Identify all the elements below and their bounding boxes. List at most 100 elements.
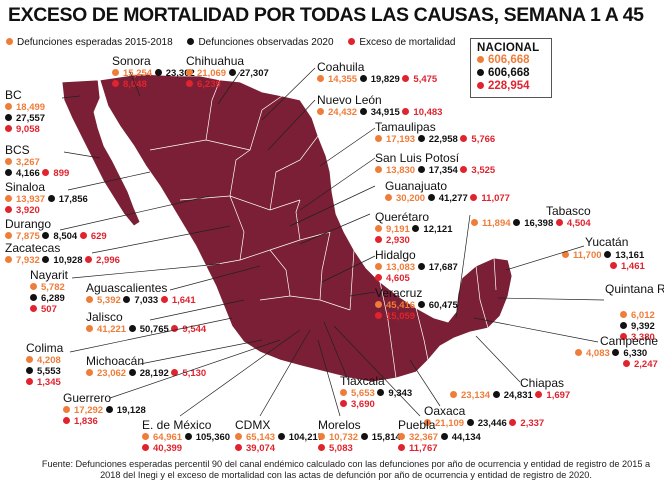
expected-value: 65,143 [246,432,276,443]
excess-value: 6,239 [197,79,221,90]
legend: Defunciones esperadas 2015-2018 Defuncio… [6,37,468,48]
expected-value: 21,069 [197,68,227,79]
red-dot-icon [402,75,410,82]
red-dot-icon [26,378,33,385]
expected-value: 15,254 [123,68,153,79]
orange-dot-icon [575,349,582,356]
national-box: NACIONAL 606,668 606,668 228,954 [470,38,552,98]
excess-value: 10,483 [413,107,443,118]
state-name: Michoacán [86,354,145,368]
legend-excess-label: Exceso de mortalidad [359,37,456,48]
observed-value: 5,553 [37,366,61,377]
legend-observed: Defunciones observadas 2020 [187,37,334,48]
black-dot-icon [42,232,50,239]
state-yucatan-values: 11,700 13,161 1,461 [562,250,645,272]
observed-value: 9,343 [388,388,413,399]
national-label: NACIONAL [477,42,540,54]
orange-dot-icon [398,433,405,440]
red-dot-icon [477,82,484,89]
observed-value: 60,475 [428,300,458,311]
state-quintana-roo-values: 6,012 9,392 3,380 [620,310,655,343]
orange-dot-icon [317,75,324,82]
expected-value: 10,732 [329,432,359,443]
expected-value: 21,109 [435,418,465,429]
black-dot-icon [513,219,521,226]
state-name: Tlaxcala [340,374,385,388]
observed-value: 27,557 [16,113,46,124]
expected-value: 13,830 [386,165,416,176]
excess-value: 2,930 [386,235,410,246]
observed-value: 19,128 [116,405,146,416]
expected-value: 45,416 [386,300,416,311]
state-tabasco: Tabasco 11,894 16,398 4,504 [471,204,591,229]
expected-value: 3,267 [16,157,40,168]
red-dot-icon [171,325,179,332]
expected-value: 23,134 [461,390,491,401]
red-dot-icon [79,232,87,239]
observed-value: 15,814 [371,432,401,443]
state-name: Puebla [398,418,436,432]
excess-value: 507 [41,304,57,315]
state-name: Aguascalientes [86,281,168,295]
black-dot-icon [184,433,192,440]
observed-value: 50,765 [139,324,169,335]
excess-value: 3,525 [471,165,496,176]
black-dot-icon [128,369,136,376]
state-michoacan: Michoacán 23,062 28,192 5,130 [86,354,206,379]
excess-value: 2,996 [96,255,120,266]
observed-value: 22,958 [428,134,458,145]
orange-dot-icon [318,433,325,440]
black-dot-icon [359,108,367,115]
observed-value: 27,307 [239,68,269,79]
orange-dot-icon [5,195,12,202]
black-dot-icon [154,69,162,76]
state-guerrero: Guerrero 17,292 19,128 1,836 [63,391,146,427]
orange-dot-icon [235,433,242,440]
red-dot-icon [85,256,93,263]
orange-dot-icon [5,232,12,239]
red-dot-icon [470,194,478,201]
excess-value: 2,337 [520,418,545,429]
black-dot-icon [123,296,131,303]
state-campeche: Campeche [600,334,658,348]
state-san-luis-potosi: San Luis Potosí 13,830 17,354 3,525 [375,151,495,176]
orange-dot-icon [5,256,12,263]
orange-dot-icon [375,135,382,142]
expected-value: 5,782 [41,282,65,293]
excess-value: 629 [90,231,107,242]
source-footnote: Fuente: Defunciones esperadas percentil … [41,459,651,480]
observed-value: 6,289 [41,293,65,304]
black-dot-icon [187,38,195,45]
red-dot-icon [375,236,382,243]
excess-value: 5,475 [413,74,438,85]
black-dot-icon [412,225,420,232]
orange-dot-icon [26,356,33,363]
state-hidalgo: Hidalgo 13,083 17,687 4,605 [375,248,458,284]
black-dot-icon [128,325,136,332]
state-name: Coahuila [317,60,365,74]
state-name: BC [5,88,22,102]
state-name: Chiapas [520,376,565,390]
black-dot-icon [492,391,500,398]
observed-value: 24,831 [503,390,533,401]
state-zacatecas: Zacatecas 7,932 10,928 2,996 [5,241,120,266]
red-dot-icon [620,333,627,340]
excess-value: 39,074 [246,443,276,454]
red-dot-icon [186,80,193,87]
state-campeche-values: 4,083 6,330 2,247 [575,348,658,370]
orange-dot-icon [424,419,431,426]
excess-value: 3,690 [351,399,375,410]
state-name: Sonora [112,54,151,68]
state-name: Guanajuato [385,179,448,193]
state-estado-de-mexico: E. de México 64,961 105,360 40,399 [142,418,230,454]
state-name: Hidalgo [375,248,416,262]
red-dot-icon [348,38,356,45]
observed-value: 12,121 [423,224,453,235]
orange-dot-icon [471,219,478,226]
mexico-map [61,73,513,383]
orange-dot-icon [86,325,93,332]
state-chiapas: Chiapas 23,134 24,831 1,697 [450,376,570,401]
black-dot-icon [360,433,368,440]
black-dot-icon [440,433,448,440]
state-borders [149,79,497,379]
